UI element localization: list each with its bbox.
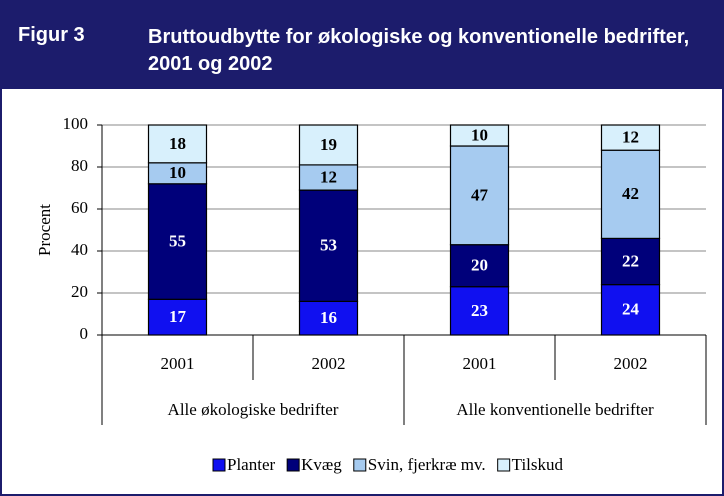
bar-segment <box>600 237 661 286</box>
bar-segment <box>449 286 510 336</box>
bar-segment <box>600 149 661 239</box>
bar-segment <box>600 124 661 151</box>
y-tick-label: 100 <box>63 114 89 133</box>
data-label: 12 <box>622 128 639 147</box>
data-label: 55 <box>169 231 186 250</box>
x-tick-label: 2001 <box>463 354 497 373</box>
bar-segment <box>449 124 510 147</box>
data-label: 12 <box>320 167 337 186</box>
bar-segment <box>600 284 661 336</box>
data-label: 20 <box>471 256 488 275</box>
y-axis-label: Procent <box>35 204 54 256</box>
y-tick-label: 20 <box>71 282 88 301</box>
data-label: 19 <box>320 135 337 154</box>
legend-label: Svin, fjerkræ mv. <box>368 455 486 474</box>
bar-segment <box>298 189 359 303</box>
data-label: 24 <box>622 300 640 319</box>
legend-label: Planter <box>227 455 275 474</box>
bar-segment <box>298 164 359 191</box>
data-label: 10 <box>471 125 488 144</box>
legend-swatch <box>353 458 367 472</box>
data-label: 17 <box>169 307 187 326</box>
y-tick-label: 60 <box>71 198 88 217</box>
group-label: Alle økologiske bedrifter <box>168 400 339 419</box>
bar-segment <box>449 145 510 246</box>
bar-segment <box>298 300 359 336</box>
figure-label: Figur 3 <box>18 24 85 46</box>
data-label: 47 <box>471 185 489 204</box>
legend-swatch <box>286 458 300 472</box>
data-label: 16 <box>320 308 337 327</box>
chart-title: Bruttoudbytte for økologiske og konventi… <box>148 26 690 75</box>
y-tick-label: 40 <box>71 240 88 259</box>
bar-segment <box>298 124 359 166</box>
data-label: 42 <box>622 184 639 203</box>
data-label: 23 <box>471 301 488 320</box>
bar-segment <box>147 124 208 164</box>
data-label: 53 <box>320 236 337 255</box>
header: Figur 3 Bruttoudbytte for økologiske og … <box>2 2 722 89</box>
data-label: 22 <box>622 251 639 270</box>
y-tick-label: 80 <box>71 156 88 175</box>
legend-swatch <box>497 458 511 472</box>
legend-label: Kvæg <box>301 455 342 474</box>
bar-segment <box>147 298 208 336</box>
y-tick-label: 0 <box>80 324 89 343</box>
legend-label: Tilskud <box>512 455 564 474</box>
x-tick-label: 2001 <box>161 354 195 373</box>
data-label: 18 <box>169 134 186 153</box>
x-tick-label: 2002 <box>614 354 648 373</box>
group-label: Alle konventionelle bedrifter <box>456 400 654 419</box>
bar-segment <box>449 244 510 288</box>
x-tick-label: 2002 <box>312 354 346 373</box>
legend-swatch <box>212 458 226 472</box>
data-label: 10 <box>169 163 186 182</box>
